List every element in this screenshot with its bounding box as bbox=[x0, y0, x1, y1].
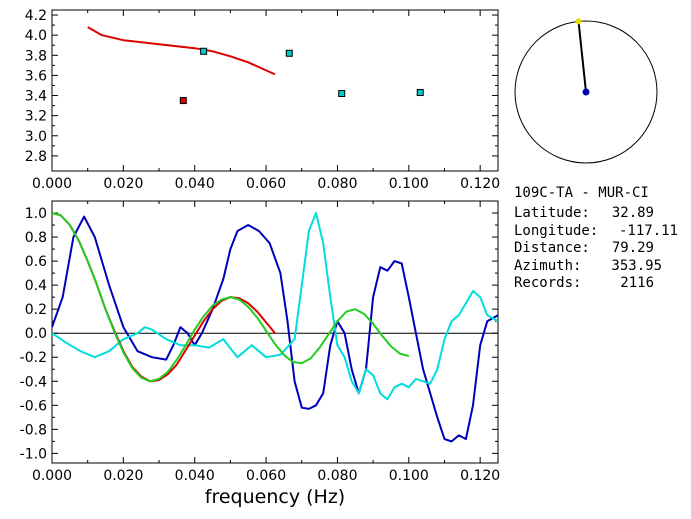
bottom-series-0-line bbox=[52, 215, 498, 443]
bottom-plot-frame bbox=[51, 200, 499, 464]
bottom-ytick-label: -0.2 bbox=[20, 350, 47, 366]
bottom-ytick-label: -0.4 bbox=[20, 374, 47, 390]
top-ytick-label: 3.8 bbox=[25, 48, 47, 64]
bottom-ytick-label: -1.0 bbox=[20, 446, 47, 462]
bottom-series-2-line bbox=[52, 212, 276, 383]
correlation-panel: 0.000 0.020 0.040 0.060 0.080 0.100 0.120 1.0 0.… bbox=[20, 200, 500, 508]
bottom-series-1-line bbox=[52, 212, 498, 401]
bottom-ytick-label: -0.8 bbox=[20, 422, 47, 438]
station-title: 109C-TA - MUR-CI bbox=[514, 185, 649, 201]
top-xtick-label: 0.080 bbox=[317, 176, 357, 192]
bottom-ytick-label: 0.8 bbox=[25, 230, 47, 246]
azimuth-needle bbox=[577, 21, 587, 93]
top-plot-frame bbox=[51, 9, 499, 172]
top-ytick-label: 4.2 bbox=[25, 8, 47, 24]
azimuth-indicator bbox=[514, 18, 658, 164]
bottom-xtick-label: 0.100 bbox=[389, 468, 429, 484]
bottom-ytick-label: -0.6 bbox=[20, 398, 47, 414]
top-xtick-label: 0.040 bbox=[175, 176, 215, 192]
top-xtick-label: 0.020 bbox=[103, 176, 143, 192]
bottom-xtick-label: 0.000 bbox=[32, 468, 72, 484]
top-ytick-label: 3.2 bbox=[25, 109, 47, 125]
records-value: 2116 bbox=[620, 275, 654, 291]
azimuth-label: Azimuth: bbox=[514, 258, 581, 274]
top-series-1-point bbox=[285, 49, 293, 57]
top-xtick-label: 0.060 bbox=[246, 176, 286, 192]
top-series-2-point bbox=[179, 97, 187, 105]
top-ytick-label: 3.0 bbox=[25, 129, 47, 145]
bottom-ytick-label: 1.0 bbox=[25, 206, 47, 222]
bottom-xtick-label: 0.120 bbox=[460, 468, 500, 484]
bottom-ytick-label: 0.2 bbox=[25, 302, 47, 318]
top-series-1-point bbox=[200, 47, 208, 55]
x-axis-label: frequency (Hz) bbox=[205, 486, 345, 508]
top-series-1-point bbox=[338, 90, 346, 98]
top-ytick-label: 3.4 bbox=[25, 89, 47, 105]
latitude-label: Latitude: bbox=[514, 205, 590, 221]
azimuth-circle bbox=[514, 20, 658, 164]
longitude-label: Longitude: bbox=[514, 223, 598, 239]
azimuth-value: 353.95 bbox=[611, 258, 662, 274]
top-series-1-point bbox=[416, 89, 424, 97]
bottom-xtick-label: 0.020 bbox=[103, 468, 143, 484]
top-ytick-label: 3.6 bbox=[25, 68, 47, 84]
top-ytick-label: 4.0 bbox=[25, 28, 47, 44]
distance-label: Distance: bbox=[514, 240, 590, 256]
longitude-value: -117.11 bbox=[619, 223, 678, 239]
station-info: 109C-TA - MUR-CI Latitude: 32.89 Longitu… bbox=[514, 185, 678, 291]
bottom-ytick-label: 0.0 bbox=[25, 326, 47, 342]
distance-value: 79.29 bbox=[612, 240, 654, 256]
top-xtick-label: 0.120 bbox=[460, 176, 500, 192]
bottom-ytick-label: 0.6 bbox=[25, 254, 47, 270]
latitude-value: 32.89 bbox=[612, 205, 654, 221]
azimuth-center-dot bbox=[582, 88, 590, 96]
top-ytick-label: 2.8 bbox=[25, 149, 47, 165]
records-label: Records: bbox=[514, 275, 581, 291]
bottom-xtick-label: 0.060 bbox=[246, 468, 286, 484]
bottom-series-3-line bbox=[52, 212, 410, 383]
azimuth-tip-dot bbox=[575, 18, 582, 25]
bottom-xtick-label: 0.040 bbox=[175, 468, 215, 484]
top-series-0-line bbox=[87, 26, 276, 76]
phase-velocity-panel: 0.000 0.020 0.040 0.060 0.080 0.100 0.120 2.8 3.… bbox=[25, 8, 500, 192]
bottom-xtick-label: 0.080 bbox=[317, 468, 357, 484]
bottom-ytick-label: 0.4 bbox=[25, 278, 47, 294]
top-xtick-label: 0.000 bbox=[32, 176, 72, 192]
top-xtick-label: 0.100 bbox=[389, 176, 429, 192]
